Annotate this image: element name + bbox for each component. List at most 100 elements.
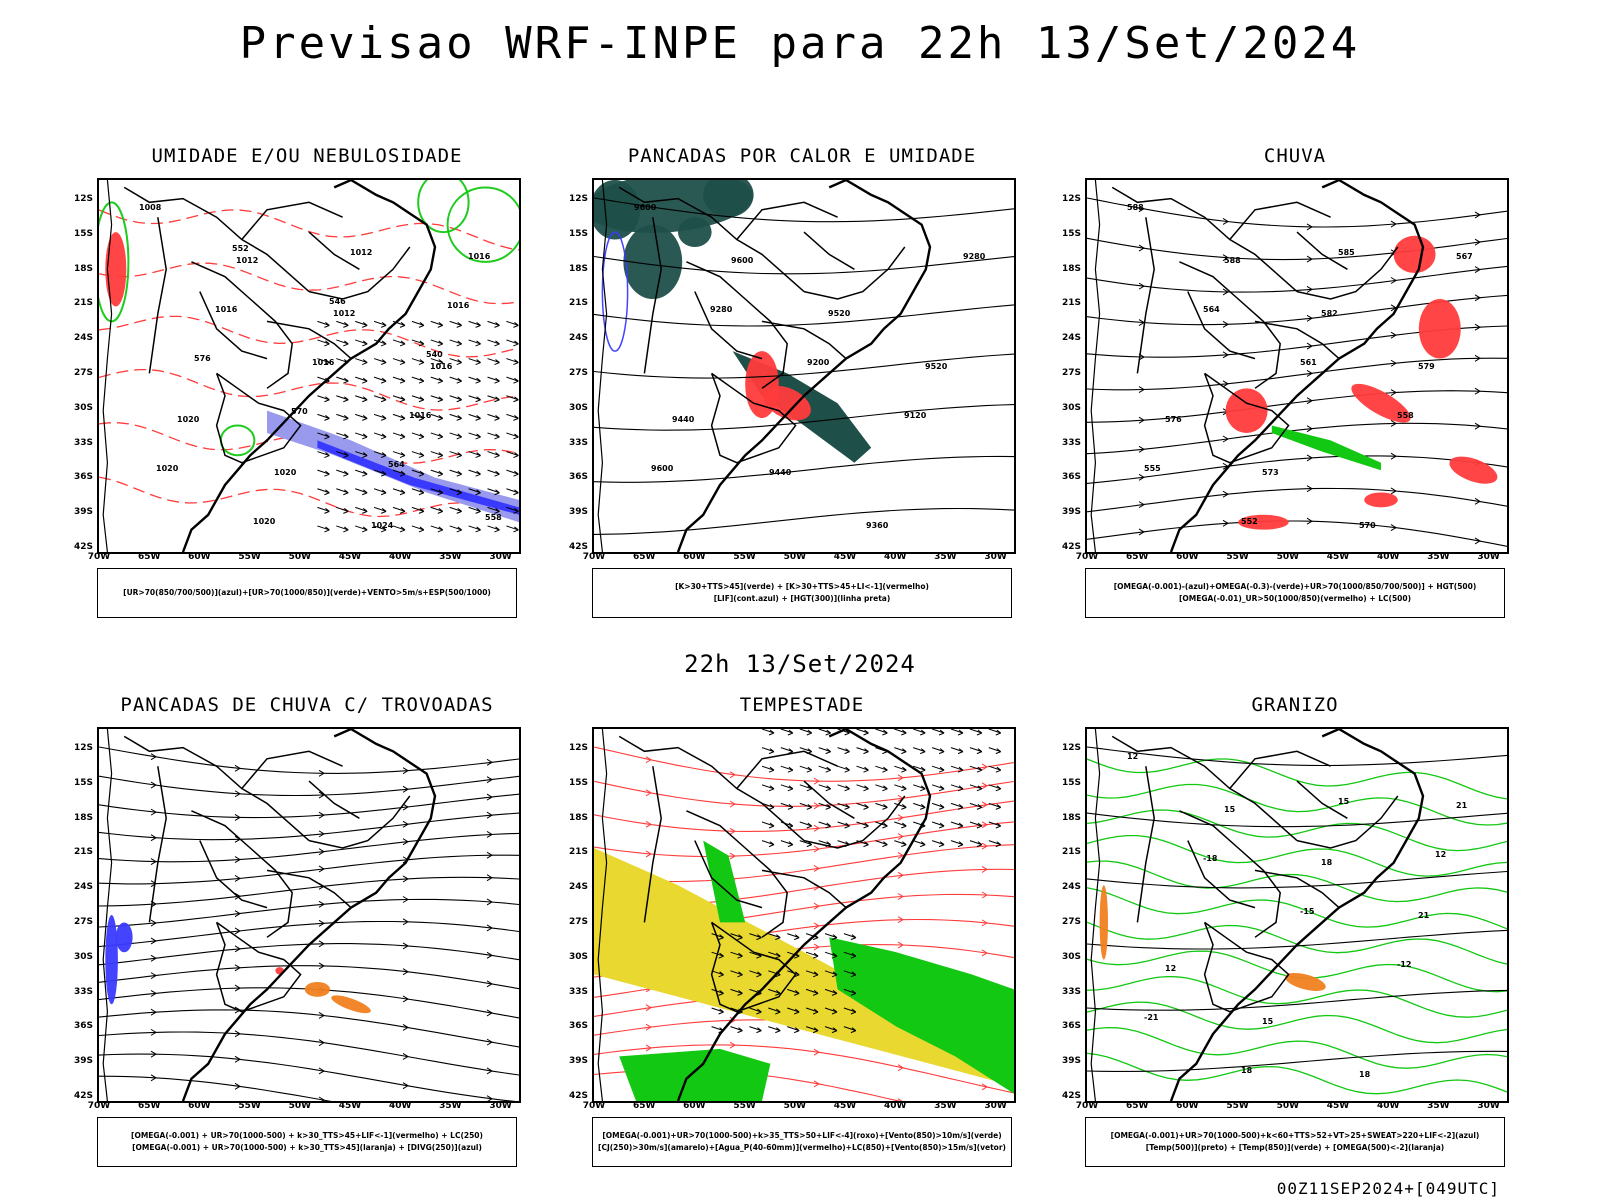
contour-label: 579 xyxy=(1418,362,1435,371)
lat-tick-label: 42S xyxy=(568,1091,588,1101)
wind-vector xyxy=(468,413,481,421)
wind-vector xyxy=(730,1026,743,1034)
border-line xyxy=(1296,231,1348,270)
streamline-arrow xyxy=(813,943,820,951)
wind-vector xyxy=(355,395,368,403)
contour-label: 9280 xyxy=(710,305,733,314)
wind-vector xyxy=(430,376,444,384)
streamline-arrow xyxy=(1306,342,1313,350)
streamline-arrow xyxy=(645,1023,652,1031)
wind-vector xyxy=(411,488,425,496)
streamline-arrow xyxy=(486,811,493,819)
west-coastline xyxy=(1090,729,1101,1101)
contour-label: 9120 xyxy=(904,411,927,420)
wind-vector xyxy=(355,506,368,514)
streamline-arrow xyxy=(486,831,493,838)
lat-tick-label: 42S xyxy=(1061,542,1081,552)
streamline-arrow xyxy=(1222,519,1229,527)
contour-label: 1008 xyxy=(139,203,162,212)
wind-vector xyxy=(787,933,800,941)
wind-vector xyxy=(449,339,462,347)
contour-label: 1020 xyxy=(177,415,200,424)
wind-vector xyxy=(988,784,1002,792)
contour-label: 9600 xyxy=(651,464,674,473)
border-line xyxy=(1111,186,1298,293)
streamline-arrow xyxy=(645,1044,652,1052)
lat-tick-label: 24S xyxy=(73,333,93,344)
rain-area xyxy=(1238,514,1289,530)
wind-vector xyxy=(761,840,775,848)
thickness-contour xyxy=(99,422,519,464)
streamline-arrow xyxy=(318,769,325,777)
wind-vector xyxy=(780,747,794,755)
lat-tick-label: 12S xyxy=(1061,194,1081,204)
lon-tick-label: 35W xyxy=(439,1101,462,1111)
streamline-arrow xyxy=(402,1023,409,1031)
streamline-arrow xyxy=(729,1016,736,1024)
wind-vector xyxy=(950,802,964,810)
wind-vector xyxy=(787,988,800,996)
wind-vector xyxy=(468,339,481,347)
wind-vector xyxy=(856,802,869,810)
streamline-arrow xyxy=(150,808,157,816)
map-panel-p2: 9600 9600 9520 9520 9440 9440 9360 9280 9280 9200… xyxy=(592,178,1016,554)
streamline-arrow xyxy=(1474,497,1481,505)
map-panel-p3: 588 588 582 579 576 573 570 567 564 561 558 555 552 5… xyxy=(1085,178,1509,554)
lon-tick-label: 55W xyxy=(238,552,261,562)
wind-vector xyxy=(487,320,500,328)
lat-tick-label: 30S xyxy=(73,951,93,962)
lon-tick-label: 70W xyxy=(1075,1101,1099,1111)
contour-label: 576 xyxy=(1165,415,1182,424)
streamline-arrow xyxy=(402,838,409,846)
border-line xyxy=(686,810,788,938)
wind-vector xyxy=(373,395,387,403)
map-canvas-p4 xyxy=(99,729,519,1101)
lon-tick-label: 50W xyxy=(1276,1101,1300,1111)
wind-vector xyxy=(336,432,349,440)
streamline-arrow xyxy=(150,1050,157,1058)
border-line xyxy=(694,291,763,360)
lat-tick-label: 39S xyxy=(73,1056,93,1067)
wind-vector xyxy=(506,320,519,328)
streamline-arrow xyxy=(1222,288,1229,296)
streamline xyxy=(594,746,1014,782)
wind-vector xyxy=(355,488,368,496)
streamline xyxy=(99,943,519,966)
height-contour xyxy=(594,353,1014,379)
wind-vector xyxy=(894,747,907,755)
lon-tick-label: 60W xyxy=(683,1101,706,1111)
legend-line: [OMEGA(-0.001) + UR>70(1000-500) + k>30_… xyxy=(132,1143,482,1152)
legend-box-p3: [OMEGA(-0.001)-(azul)+OMEGA(-0.3)-(verde… xyxy=(1085,568,1505,618)
streamline-arrow xyxy=(1222,218,1229,225)
border-line xyxy=(736,201,838,240)
wind-vector xyxy=(749,970,762,978)
wind-vector xyxy=(468,358,481,366)
streamline-arrow xyxy=(981,891,988,899)
lon-tick-label: 35W xyxy=(1427,1101,1450,1111)
lat-tick-label: 27S xyxy=(73,917,93,927)
wind-vector xyxy=(506,339,519,347)
wind-vector xyxy=(780,802,794,810)
streamline-arrow xyxy=(234,984,241,992)
streamline-arrow xyxy=(981,919,988,927)
temp-500-contour xyxy=(1087,746,1507,767)
lat-tick-label: 39S xyxy=(568,507,588,518)
streamline-arrow xyxy=(486,758,493,766)
lat-tick-label: 24S xyxy=(1061,882,1081,893)
wind-vector xyxy=(761,729,775,736)
wind-vector xyxy=(711,933,724,941)
panel-title-p3: CHUVA xyxy=(1263,145,1327,167)
lat-tick-label: 36S xyxy=(73,472,93,483)
wind-vector xyxy=(506,506,519,514)
wind-vector xyxy=(487,395,500,403)
border-line xyxy=(803,246,906,300)
lat-tick-label: 12S xyxy=(73,194,93,204)
wind-vector xyxy=(969,802,983,810)
wind-vector xyxy=(411,395,425,403)
wind-vector xyxy=(411,376,425,384)
wind-vector xyxy=(430,432,444,440)
border-line xyxy=(308,231,360,270)
wind-vector xyxy=(411,506,425,514)
lat-tick-label: 12S xyxy=(568,743,588,753)
streamline-arrow xyxy=(1390,389,1397,396)
